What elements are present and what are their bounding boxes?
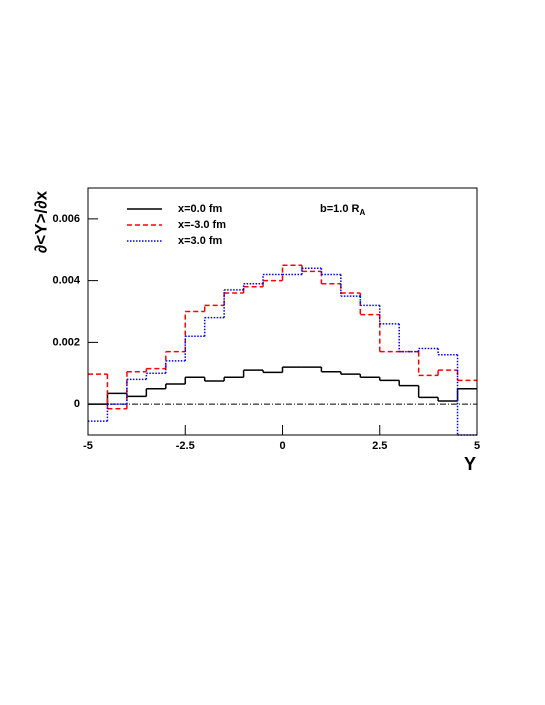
x-tick-label: 2.5 (372, 440, 387, 452)
x-tick-label: 5 (474, 440, 480, 452)
y-tick-label: 0.002 (52, 336, 80, 348)
y-tick-label: 0 (74, 398, 80, 410)
y-tick-label: 0.006 (52, 213, 80, 225)
x-tick-label: 0 (279, 440, 285, 452)
y-tick-label: 0.004 (52, 275, 80, 287)
legend-label: x=3.0 fm (178, 235, 223, 247)
plot-frame (87, 187, 478, 436)
y-axis-label: ∂<Y>/∂x (31, 190, 50, 253)
x-tick-label: -5 (83, 440, 93, 452)
annotation-sub: A (359, 208, 365, 217)
annotation: b=1.0 RA (320, 203, 365, 217)
x-axis-label: Y (464, 454, 476, 474)
legend-label: x=-3.0 fm (178, 219, 226, 231)
annotation-text: b=1.0 R (320, 203, 359, 215)
legend-label: x=0.0 fm (178, 203, 223, 215)
x-tick-label: -2.5 (176, 440, 195, 452)
